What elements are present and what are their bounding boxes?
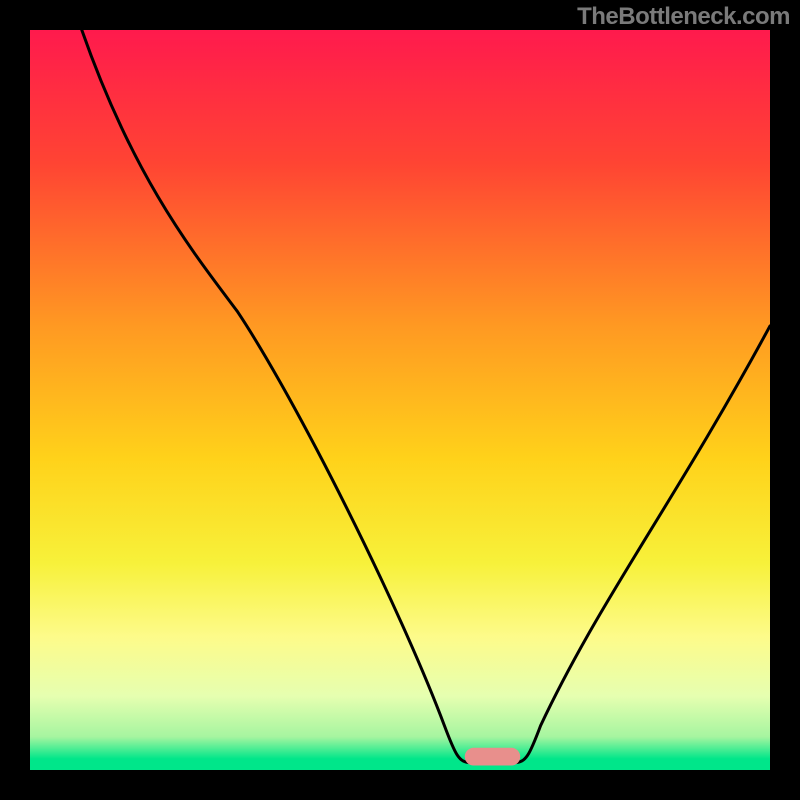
bottleneck-chart bbox=[30, 30, 770, 770]
watermark-text: TheBottleneck.com bbox=[577, 3, 790, 31]
gradient-background bbox=[30, 30, 770, 770]
optimal-marker bbox=[465, 748, 521, 766]
chart-container: TheBottleneck.com bbox=[0, 0, 800, 800]
